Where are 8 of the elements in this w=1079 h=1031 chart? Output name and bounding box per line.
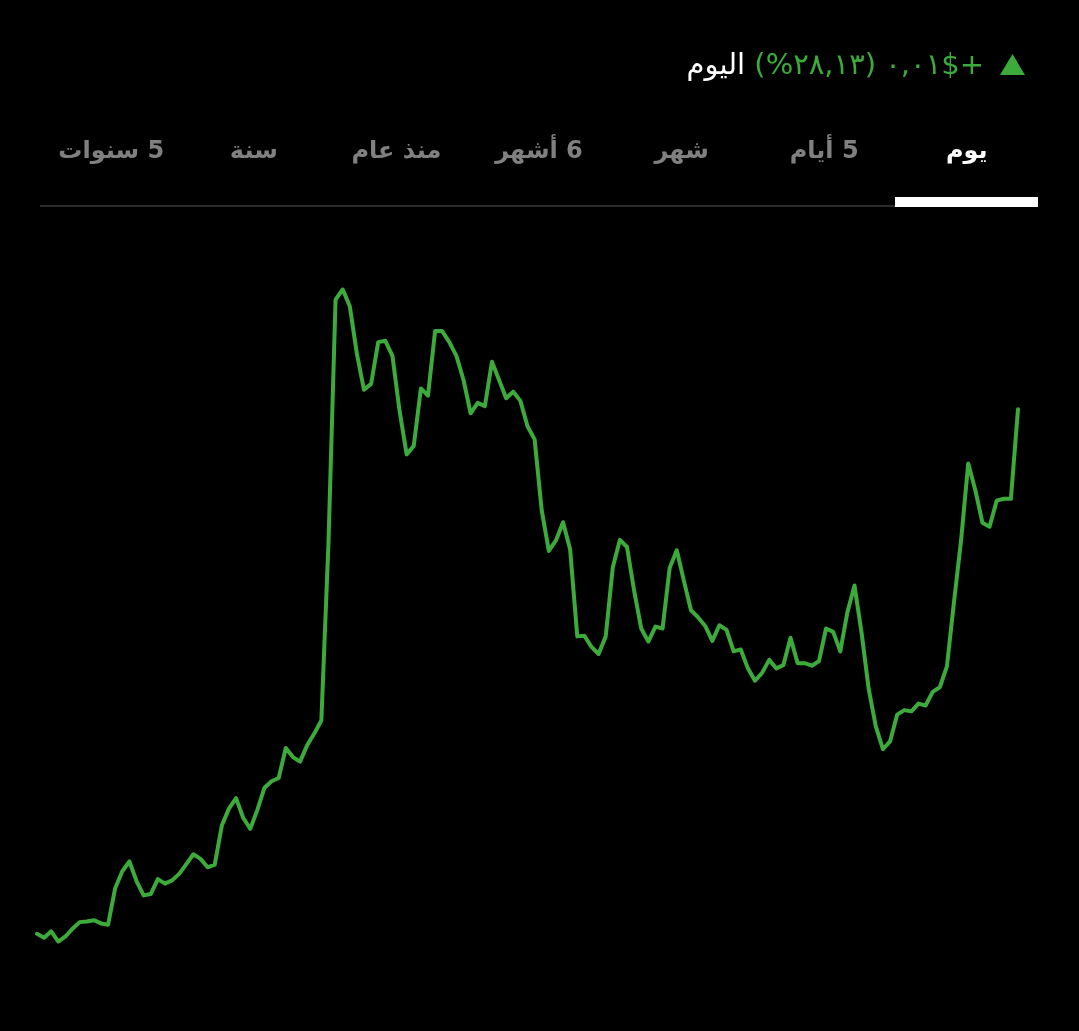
text: منذ عام (351, 136, 442, 164)
text: شهر (654, 136, 709, 164)
text: 5 سنوات (58, 136, 165, 164)
text: 6 أشهر (495, 136, 583, 164)
chart-title: +$٠,٠١ (٢٨,١٣%) اليوم (686, 47, 984, 81)
text: 5 أيام (789, 136, 859, 164)
text: يوم (945, 136, 988, 164)
text: سنة (229, 136, 278, 164)
